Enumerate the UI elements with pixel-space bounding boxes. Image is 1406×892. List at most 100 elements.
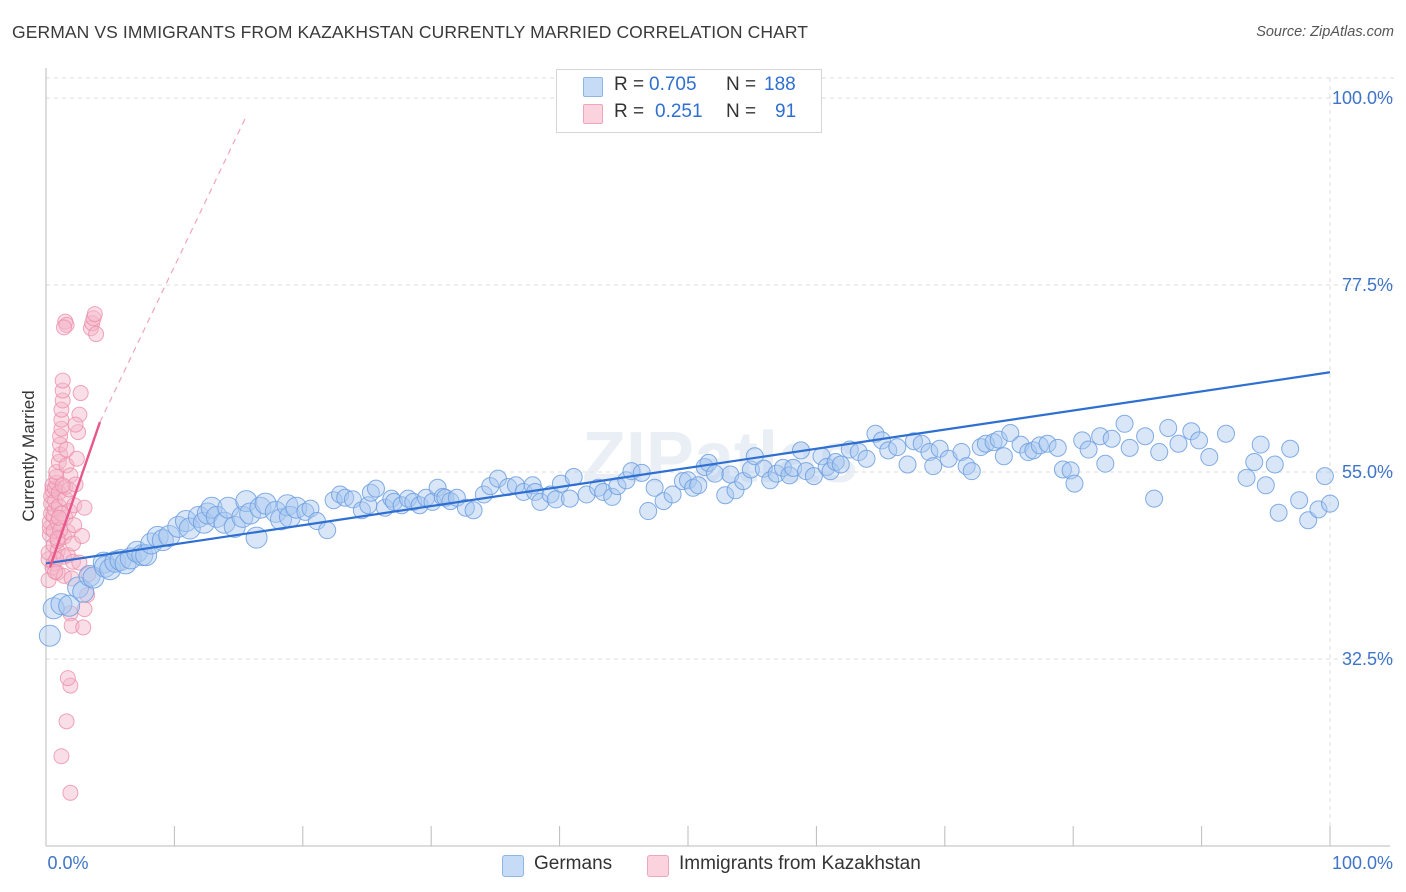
data-point-germans <box>705 464 724 483</box>
data-point-kazakhstan <box>86 306 103 323</box>
data-point-germans <box>821 462 840 481</box>
data-point-germans <box>1309 500 1328 519</box>
data-point-germans <box>1001 423 1020 442</box>
y-tick-label: 77.5% <box>1342 275 1393 295</box>
data-point-germans <box>1096 454 1115 473</box>
data-point-germans <box>1251 435 1270 454</box>
data-point-germans <box>531 492 550 511</box>
data-point-germans <box>1315 467 1334 486</box>
data-point-germans <box>761 471 780 490</box>
data-point-germans <box>920 443 939 462</box>
y-tick-label: 32.5% <box>1342 649 1393 669</box>
data-point-germans <box>1061 461 1080 480</box>
legend-n-value: 188 <box>764 74 796 95</box>
legend-swatch-kazakhstan <box>647 855 669 877</box>
data-point-germans <box>924 457 943 476</box>
data-point-germans <box>957 457 976 476</box>
legend-label-kazakhstan: Immigrants from Kazakhstan <box>679 853 921 874</box>
data-point-germans <box>1079 440 1098 459</box>
data-point-kazakhstan <box>59 670 76 687</box>
data-point-germans <box>1169 434 1188 453</box>
data-point-kazakhstan <box>58 713 75 730</box>
data-point-germans <box>428 478 447 497</box>
data-point-kazakhstan <box>62 784 79 801</box>
data-point-kazakhstan <box>67 416 84 433</box>
data-point-germans <box>366 479 385 498</box>
data-point-germans <box>654 492 673 511</box>
data-point-germans <box>269 508 292 531</box>
data-point-germans <box>1120 438 1139 457</box>
data-point-kazakhstan <box>68 450 85 467</box>
data-point-kazakhstan <box>72 385 89 402</box>
data-point-germans <box>866 424 885 443</box>
chart-title: GERMAN VS IMMIGRANTS FROM KAZAKHSTAN CUR… <box>12 22 809 42</box>
correlation-legend: R = 0.705 N = 188 R = 0.251 N = 91 <box>556 69 822 133</box>
data-point-germans <box>741 460 760 479</box>
data-point-germans <box>1073 431 1092 450</box>
legend-swatch-germans <box>583 77 603 97</box>
data-point-germans <box>481 477 500 496</box>
data-point-germans <box>1321 494 1339 513</box>
data-point-kazakhstan <box>58 441 75 458</box>
data-point-germans <box>989 430 1008 449</box>
data-point-germans <box>318 521 337 540</box>
data-point-germans <box>857 449 876 468</box>
data-point-germans <box>1216 424 1235 443</box>
legend-r-value: 0.251 <box>655 101 703 122</box>
data-point-germans <box>639 502 658 521</box>
data-point-kazakhstan <box>75 619 92 636</box>
data-point-germans <box>285 496 308 519</box>
data-point-germans <box>1115 414 1134 433</box>
data-point-germans <box>167 515 190 538</box>
legend-n-value: 91 <box>775 101 797 122</box>
data-point-germans <box>58 594 81 617</box>
grid-lines <box>46 77 1394 846</box>
trend-line-kazakhstan <box>48 421 102 568</box>
series-germans-points <box>38 414 1339 647</box>
data-point-germans <box>1053 460 1072 479</box>
data-point-germans <box>1281 439 1300 458</box>
data-point-kazakhstan <box>66 517 83 534</box>
data-point-kazakhstan <box>88 326 105 343</box>
data-point-germans <box>645 478 664 497</box>
data-point-germans <box>1290 491 1309 510</box>
axes <box>45 68 1390 847</box>
data-point-germans <box>178 517 201 540</box>
data-point-kazakhstan <box>58 316 75 333</box>
data-point-germans <box>1245 453 1264 472</box>
data-point-kazakhstan <box>54 477 71 494</box>
chart-source: Source: ZipAtlas.com <box>1256 24 1394 40</box>
data-point-germans <box>1136 427 1155 446</box>
data-point-germans <box>1150 443 1169 462</box>
data-point-germans <box>716 486 735 505</box>
tick-labels: 32.5% 55.0% 77.5% 100.0% 0.0% 100.0% <box>47 88 1393 873</box>
data-point-germans <box>560 489 579 508</box>
data-point-germans <box>1065 474 1084 493</box>
legend-r-label: R = <box>614 74 645 95</box>
data-point-germans <box>930 439 949 458</box>
legend-r-value: 0.705 <box>649 74 697 95</box>
data-point-germans <box>1182 422 1201 441</box>
series-kazakhstan-points <box>40 306 105 801</box>
y-tick-label: 55.0% <box>1342 462 1393 482</box>
data-point-germans <box>689 476 708 495</box>
data-point-germans <box>235 490 258 513</box>
data-point-germans <box>399 489 418 508</box>
data-point-germans <box>336 488 355 507</box>
trend-extension-kazakhstan <box>99 118 246 423</box>
data-point-germans <box>1269 503 1288 522</box>
data-point-germans <box>684 478 703 497</box>
data-point-kazakhstan <box>80 566 97 583</box>
data-point-germans <box>603 487 622 506</box>
data-point-germans <box>1237 468 1256 487</box>
series-legend: Germans Immigrants from Kazakhstan <box>0 850 1406 880</box>
data-point-kazakhstan <box>53 748 70 765</box>
data-point-kazakhstan <box>46 563 63 580</box>
data-point-germans <box>158 524 181 547</box>
trend-line-germans <box>45 371 1331 565</box>
data-point-germans <box>196 502 219 525</box>
data-point-germans <box>38 624 61 647</box>
data-point-germans <box>1030 436 1049 455</box>
data-point-germans <box>774 458 793 477</box>
